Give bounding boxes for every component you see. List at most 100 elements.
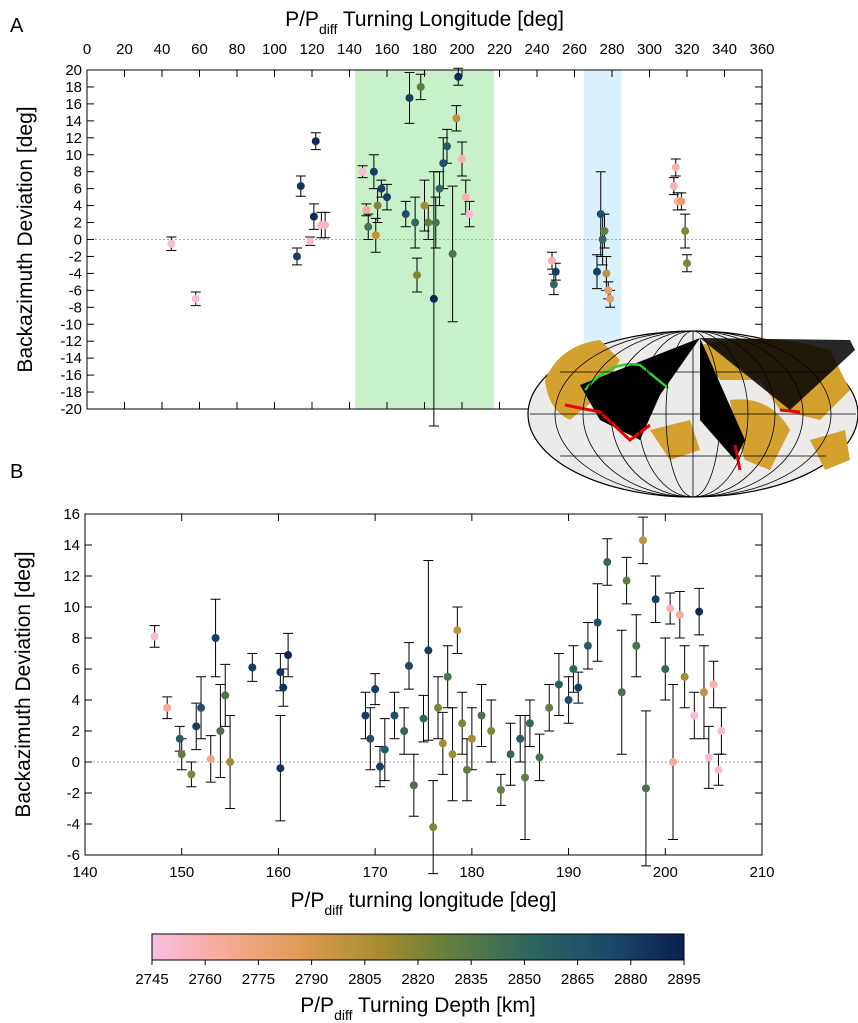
data-point	[276, 668, 285, 677]
x-tick-label: 300	[637, 41, 662, 58]
data-point	[516, 734, 525, 743]
data-point	[452, 114, 461, 123]
y-tick-label: 10	[63, 599, 80, 616]
y-tick-label: 18	[65, 79, 82, 96]
y-tick-label: 14	[65, 113, 82, 130]
data-point	[651, 595, 660, 604]
data-point	[448, 249, 457, 258]
colorbar-tick-label: 2775	[242, 971, 275, 988]
colorbar-tick-label: 2880	[614, 971, 647, 988]
data-point	[175, 734, 184, 743]
colorbar	[151, 933, 685, 961]
y-tick-label: 4	[72, 692, 80, 709]
data-point	[583, 641, 592, 650]
data-point	[593, 618, 602, 627]
x-tick-label: 240	[524, 41, 549, 58]
colorbar-tick-label: 2805	[348, 971, 381, 988]
data-point	[404, 661, 413, 670]
data-point	[187, 770, 196, 779]
data-point	[371, 231, 380, 240]
data-point	[429, 294, 438, 303]
data-point	[424, 646, 433, 655]
x-tick-label: 190	[556, 864, 581, 881]
data-point	[362, 205, 371, 214]
data-point	[564, 696, 573, 704]
data-point	[453, 626, 462, 635]
data-point	[554, 680, 563, 689]
y-tick-label: -10	[60, 316, 82, 333]
x-tick-label: 80	[229, 41, 246, 58]
data-point	[632, 641, 641, 650]
data-point	[248, 663, 257, 672]
y-tick-label: -20	[60, 401, 82, 418]
data-point	[458, 719, 467, 728]
data-point	[574, 683, 583, 692]
data-point	[373, 201, 382, 210]
data-point	[429, 823, 438, 832]
data-point	[606, 294, 615, 303]
data-point	[191, 294, 200, 303]
data-point	[434, 703, 443, 712]
y-tick-label: 4	[74, 198, 82, 215]
y-tick-label: 6	[72, 661, 80, 678]
y-tick-label: 0	[74, 232, 82, 249]
data-point	[420, 201, 429, 210]
x-tick-label: 180	[459, 864, 484, 881]
data-point	[435, 184, 444, 193]
data-point	[569, 665, 578, 673]
y-tick-label: 14	[63, 537, 80, 554]
colorbar-tick-label: 2820	[401, 971, 434, 988]
data-point	[276, 764, 285, 773]
data-point	[548, 256, 556, 265]
y-tick-label: 8	[72, 630, 80, 647]
data-point	[424, 218, 433, 227]
data-point	[525, 719, 534, 728]
x-tick-label: 320	[674, 41, 699, 58]
data-point	[467, 734, 476, 743]
data-point	[380, 745, 389, 754]
x-tick-label: 260	[562, 41, 587, 58]
data-point	[448, 750, 457, 759]
y-tick-label: -12	[60, 333, 82, 350]
colorbar-label: P/Pdiff Turning Depth [km]	[300, 994, 536, 1023]
y-tick-label: -4	[67, 816, 80, 833]
data-point	[669, 758, 678, 766]
data-point	[150, 632, 159, 641]
y-tick-label: -2	[69, 248, 82, 265]
data-point	[411, 218, 420, 227]
data-point	[675, 610, 684, 619]
data-point	[639, 536, 648, 545]
data-point	[371, 685, 380, 694]
data-point	[211, 634, 220, 642]
y-tick-label: -6	[69, 282, 82, 299]
x-tick-label: 20	[116, 41, 133, 58]
data-point	[454, 72, 463, 81]
data-point	[206, 754, 215, 763]
y-axis-label: Backazimuth Deviation [deg]	[14, 106, 37, 372]
data-point	[375, 762, 384, 771]
data-point	[226, 758, 235, 766]
x-tick-label: 0	[83, 41, 91, 58]
x-tick-label: 150	[169, 864, 194, 881]
y-tick-label: -14	[60, 350, 82, 367]
x-axis-label-part: diff	[324, 902, 343, 918]
data-point	[443, 672, 452, 681]
data-point	[458, 154, 466, 163]
data-point	[279, 683, 288, 692]
x-axis-label-part: P/P	[285, 8, 319, 31]
x-tick-label: 140	[72, 864, 97, 881]
data-point	[364, 222, 373, 231]
data-point	[617, 688, 626, 697]
data-point	[603, 558, 612, 567]
x-tick-label: 200	[653, 864, 678, 881]
data-point	[413, 271, 421, 280]
colorbar-tick-label: 2895	[667, 971, 700, 988]
data-point	[443, 142, 451, 151]
map-inset	[527, 330, 858, 498]
data-point	[690, 711, 699, 720]
data-point	[598, 235, 607, 244]
data-point	[477, 711, 486, 720]
data-point	[683, 259, 691, 268]
